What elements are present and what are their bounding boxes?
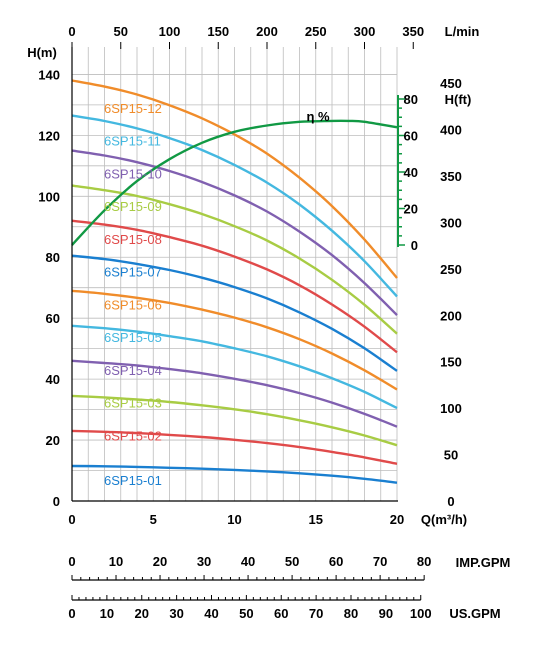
label-6sp15-08: 6SP15-08 [104, 232, 162, 247]
us-gpm-tick-label: 100 [410, 606, 432, 621]
efficiency-tick-label: 0 [411, 238, 418, 253]
ft-tick-label: 300 [440, 215, 462, 230]
imp-gpm-tick-label: 0 [68, 554, 75, 569]
ft-tick-label: 400 [440, 123, 462, 138]
label-6sp15-03: 6SP15-03 [104, 396, 162, 411]
efficiency-tick-label: 40 [404, 165, 418, 180]
curve-6sp15-11 [71, 114, 398, 298]
x-axis-label: Q(m³/h) [421, 512, 467, 527]
imp-gpm-tick-label: 80 [417, 554, 431, 569]
efficiency-line [71, 119, 398, 246]
y-tick-label: 20 [46, 433, 60, 448]
lmin-tick-label: 100 [159, 24, 181, 39]
us-gpm-tick-label: 60 [274, 606, 288, 621]
efficiency-tick-label: 60 [404, 129, 418, 144]
imp-gpm-axis-label: IMP.GPM [456, 555, 511, 570]
ft-tick-label: 100 [440, 401, 462, 416]
series-labels: 6SP15-01 6SP15-02 6SP15-03 6SP15-04 6SP15-05… [104, 101, 330, 488]
x-tick-label: 20 [390, 512, 404, 527]
curve-6sp15-09 [71, 184, 398, 335]
lmin-tick-label: 0 [68, 24, 75, 39]
x-tick-label: 5 [150, 512, 157, 527]
ft-axis-label: H(ft) [445, 92, 472, 107]
us-gpm-tick-label: 40 [204, 606, 218, 621]
label-6sp15-09: 6SP15-09 [104, 199, 162, 214]
curve-6sp15-02 [71, 429, 398, 465]
label-6sp15-07: 6SP15-07 [104, 265, 162, 280]
us-gpm-axis-label: US.GPM [449, 606, 500, 621]
imp-gpm-axis: 0 10 20 30 40 50 60 70 80 [68, 554, 431, 581]
y-tick-label: 80 [46, 250, 60, 265]
label-6sp15-01: 6SP15-01 [104, 473, 162, 488]
label-6sp15-12: 6SP15-12 [104, 101, 162, 116]
curve-6sp15-04 [71, 359, 398, 428]
ft-tick-label: 0 [447, 494, 454, 509]
x-tick-label: 10 [227, 512, 241, 527]
curve-6sp15-03 [71, 394, 398, 447]
us-gpm-tick-label: 90 [379, 606, 393, 621]
imp-gpm-tick-label: 10 [109, 554, 123, 569]
curve-6sp15-05 [71, 324, 398, 410]
curve-6sp15-01 [71, 464, 398, 484]
us-gpm-tick-label: 0 [68, 606, 75, 621]
label-6sp15-04: 6SP15-04 [104, 363, 162, 378]
us-gpm-tick-label: 20 [135, 606, 149, 621]
x-tick-label: 15 [309, 512, 323, 527]
y-tick-label: 60 [46, 311, 60, 326]
y-tick-label: 0 [53, 494, 60, 509]
lmin-tick-label: 50 [114, 24, 128, 39]
ft-tick-label: 250 [440, 262, 462, 277]
label-6sp15-05: 6SP15-05 [104, 330, 162, 345]
imp-gpm-tick-label: 40 [241, 554, 255, 569]
us-gpm-tick-label: 80 [344, 606, 358, 621]
y-tick-label: 40 [46, 372, 60, 387]
curve-6sp15-12 [71, 79, 398, 279]
y-tick-label: 100 [38, 189, 60, 204]
efficiency-tick-label: 20 [404, 202, 418, 217]
y-axis-label: H(m) [27, 45, 57, 60]
us-gpm-axis: 0 10 20 30 40 50 60 70 80 90 100 [68, 595, 432, 621]
lmin-axis-label: L/min [445, 24, 480, 39]
curve-6sp15-07 [71, 254, 398, 372]
imp-gpm-tick-label: 60 [329, 554, 343, 569]
imp-gpm-tick-label: 70 [373, 554, 387, 569]
ft-tick-label: 200 [440, 308, 462, 323]
head-curves [71, 79, 398, 484]
ft-tick-label: 50 [444, 448, 458, 463]
efficiency-axis: 0 20 40 60 80 [397, 92, 418, 253]
ft-tick-label: 450 [440, 76, 462, 91]
efficiency-tick-label: 80 [404, 92, 418, 107]
us-gpm-tick-label: 70 [309, 606, 323, 621]
label-6sp15-10: 6SP15-10 [104, 166, 162, 181]
label-6sp15-02: 6SP15-02 [104, 428, 162, 443]
y-tick-label: 120 [38, 128, 60, 143]
label-6sp15-06: 6SP15-06 [104, 297, 162, 312]
us-gpm-tick-label: 50 [239, 606, 253, 621]
us-gpm-tick-label: 30 [169, 606, 183, 621]
lmin-tick-label: 300 [354, 24, 376, 39]
ft-tick-label: 350 [440, 169, 462, 184]
lmin-tick-label: 250 [305, 24, 327, 39]
ft-tick-label: 150 [440, 355, 462, 370]
curve-6sp15-08 [71, 219, 398, 354]
imp-gpm-tick-label: 20 [153, 554, 167, 569]
imp-gpm-tick-label: 50 [285, 554, 299, 569]
y-tick-label: 140 [38, 67, 60, 82]
curve-6sp15-06 [71, 289, 398, 391]
us-gpm-tick-label: 10 [100, 606, 114, 621]
imp-gpm-tick-label: 30 [197, 554, 211, 569]
lmin-tick-label: 150 [207, 24, 229, 39]
label-6sp15-11: 6SP15-11 [104, 134, 161, 149]
curve-6sp15-10 [71, 149, 398, 316]
efficiency-curve [71, 119, 398, 246]
efficiency-label: η % [306, 109, 330, 124]
lmin-tick-label: 200 [256, 24, 278, 39]
x-tick-label: 0 [68, 512, 75, 527]
lmin-tick-label: 350 [402, 24, 424, 39]
